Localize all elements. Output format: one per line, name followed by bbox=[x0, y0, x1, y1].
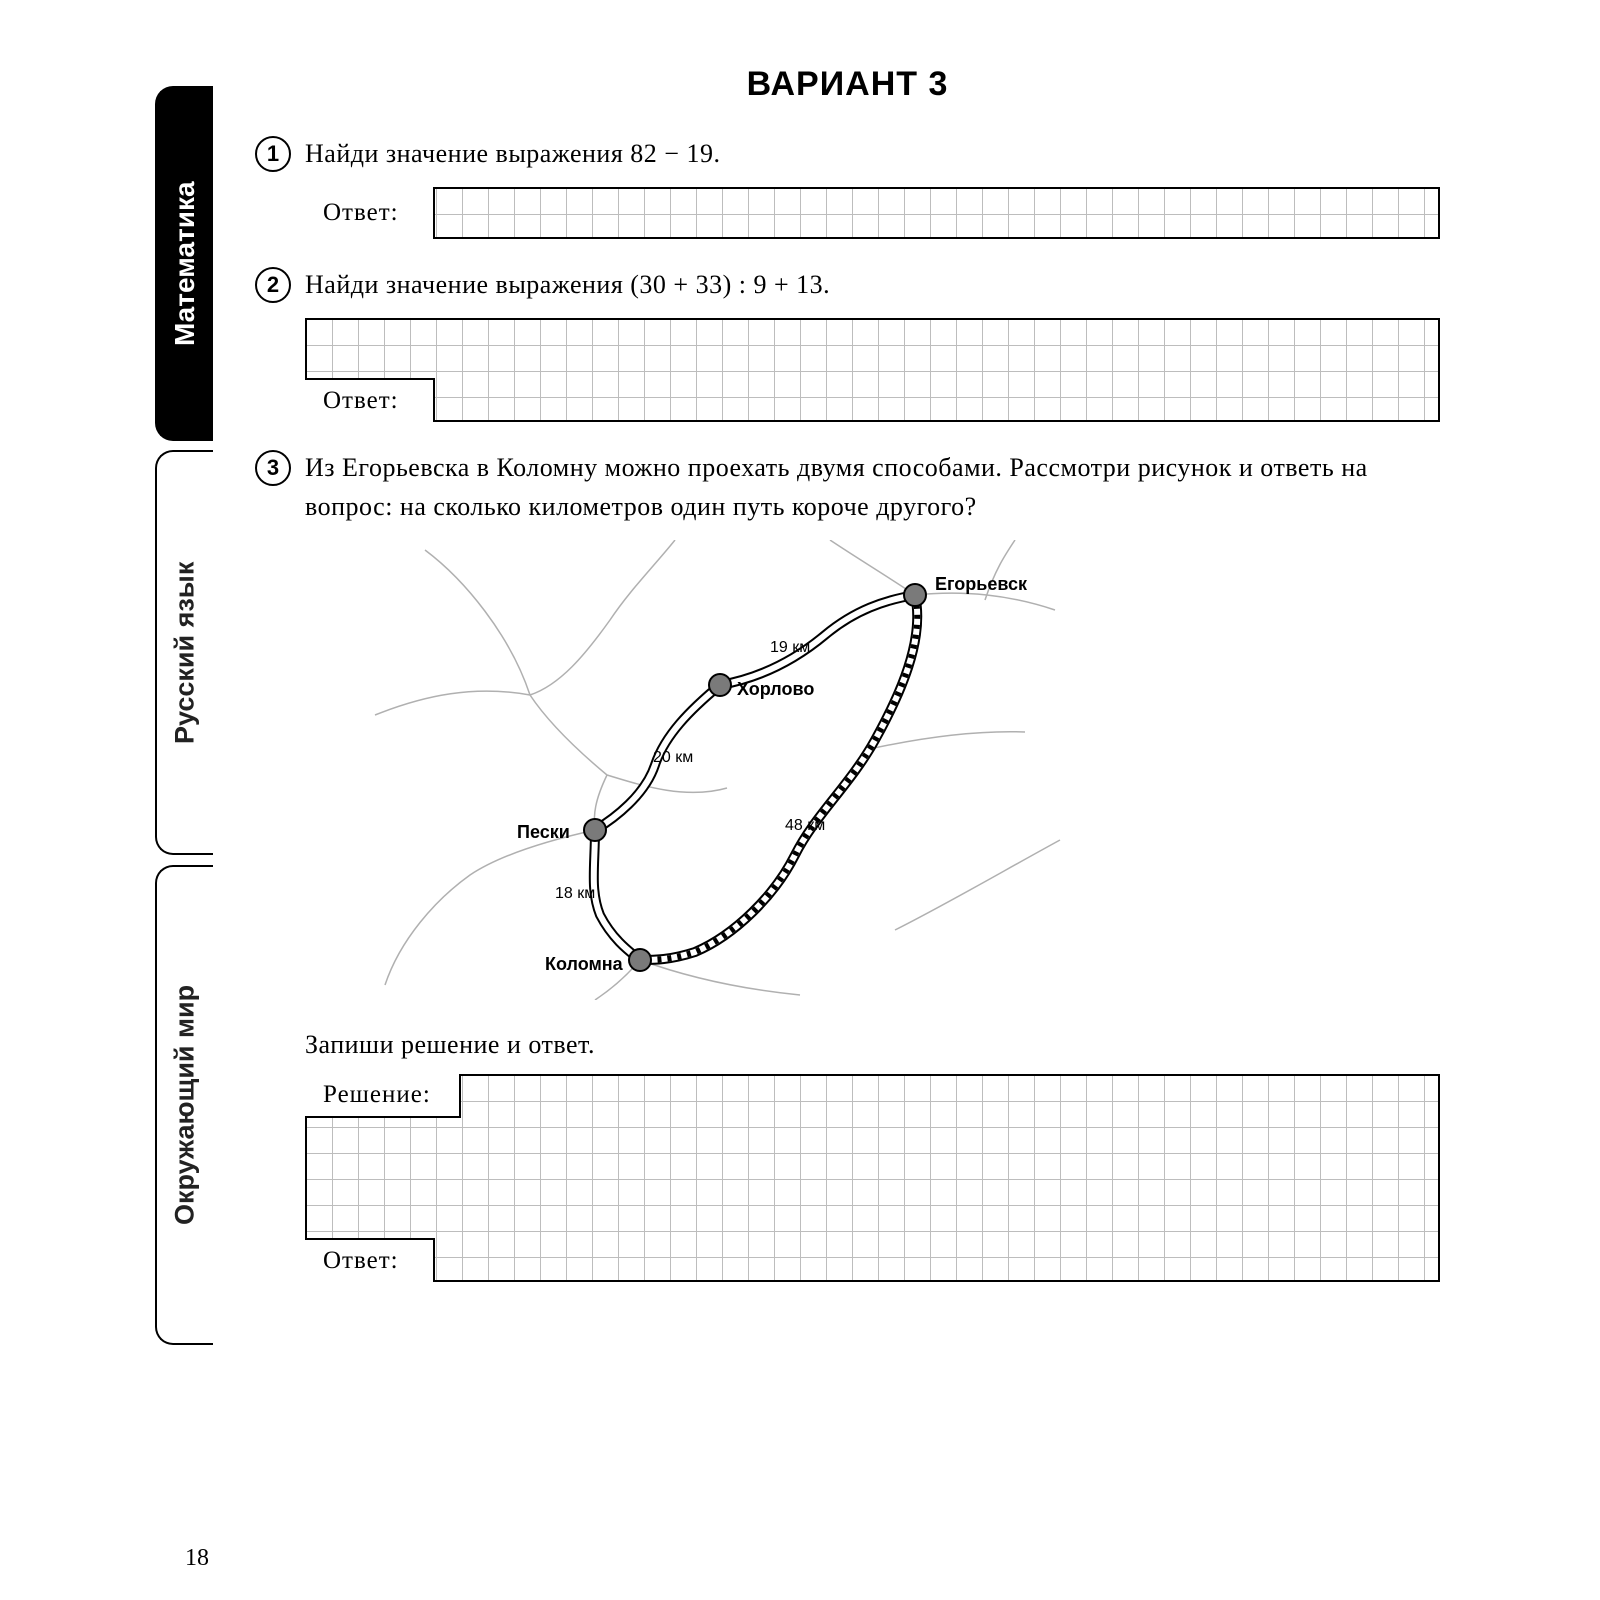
tab-label: Русский язык bbox=[170, 561, 201, 743]
answer-label: Ответ: bbox=[305, 378, 435, 422]
solution-label: Решение: bbox=[305, 1074, 461, 1118]
svg-text:Егорьевск: Егорьевск bbox=[935, 574, 1028, 594]
task-2: 2 Найди значение выражения (30 + 33) : 9… bbox=[255, 265, 1440, 422]
solution-heading: Запиши решение и ответ. bbox=[305, 1030, 1440, 1060]
answer-grid-2[interactable]: Ответ: bbox=[305, 318, 1440, 422]
task-prompt: Найди значение выражения 82 − 19. bbox=[305, 134, 720, 173]
svg-text:20 км: 20 км bbox=[653, 749, 693, 766]
tab-label: Окружающий мир bbox=[170, 985, 201, 1225]
svg-text:Коломна: Коломна bbox=[545, 954, 624, 974]
task-number: 1 bbox=[255, 136, 291, 172]
page-title: ВАРИАНТ 3 bbox=[255, 65, 1440, 104]
svg-text:Пески: Пески bbox=[517, 822, 570, 842]
task-prompt: Из Егорьевска в Коломну можно проехать д… bbox=[305, 448, 1440, 526]
svg-text:18 км: 18 км bbox=[555, 885, 595, 902]
svg-text:48 км: 48 км bbox=[785, 817, 825, 834]
route-map: 19 км 20 км 18 км 48 км Егорьевск Хорлово Песк… bbox=[355, 540, 1075, 1000]
answer-label: Ответ: bbox=[305, 187, 435, 239]
task-1: 1 Найди значение выражения 82 − 19. Отве… bbox=[255, 134, 1440, 239]
tab-russian[interactable]: Русский язык bbox=[155, 450, 213, 855]
tab-label: Математика bbox=[169, 181, 201, 346]
task-prompt: Найди значение выражения (30 + 33) : 9 +… bbox=[305, 265, 830, 304]
page-number: 18 bbox=[185, 1545, 209, 1572]
answer-label: Ответ: bbox=[305, 1238, 435, 1282]
task-number: 2 bbox=[255, 267, 291, 303]
tab-world[interactable]: Окружающий мир bbox=[155, 865, 213, 1345]
svg-text:Хорлово: Хорлово bbox=[737, 679, 814, 699]
task-3: 3 Из Егорьевска в Коломну можно проехать… bbox=[255, 448, 1440, 1282]
task-number: 3 bbox=[255, 450, 291, 486]
page-content: ВАРИАНТ 3 1 Найди значение выражения 82 … bbox=[255, 65, 1440, 1308]
tab-math[interactable]: Математика bbox=[155, 86, 213, 441]
answer-grid-1[interactable]: Ответ: bbox=[305, 187, 1440, 239]
answer-grid-3[interactable]: Решение: Ответ: bbox=[305, 1074, 1440, 1282]
svg-text:19 км: 19 км bbox=[770, 639, 810, 656]
